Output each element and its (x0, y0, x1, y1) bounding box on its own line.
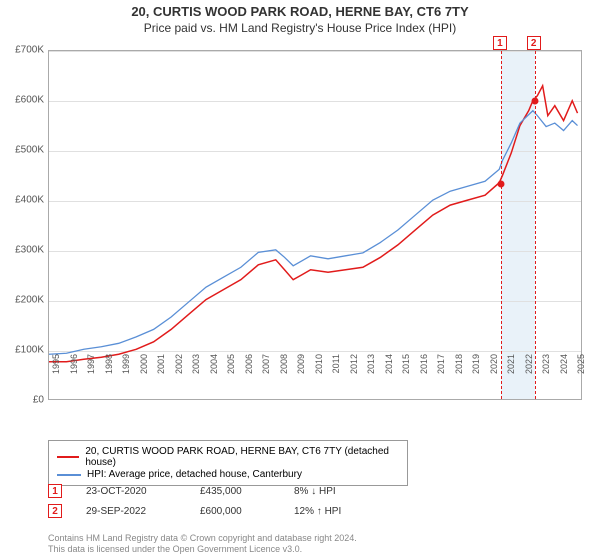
footer-line-2: This data is licensed under the Open Gov… (48, 544, 357, 556)
legend-swatch (57, 474, 81, 476)
x-tick-label: 2002 (174, 354, 184, 404)
sale-row: 1 23-OCT-2020 £435,000 8% ↓ HPI (48, 484, 374, 498)
x-tick-label: 2006 (244, 354, 254, 404)
x-tick-label: 2018 (454, 354, 464, 404)
footer-attribution: Contains HM Land Registry data © Crown c… (48, 533, 357, 556)
legend-box: 20, CURTIS WOOD PARK ROAD, HERNE BAY, CT… (48, 440, 408, 486)
y-tick-label: £600K (4, 95, 44, 106)
sale-row-marker: 2 (48, 504, 62, 518)
x-tick-label: 2001 (156, 354, 166, 404)
y-tick-label: £700K (4, 45, 44, 56)
y-tick-label: £300K (4, 245, 44, 256)
sale-marker-dot (497, 180, 504, 187)
x-tick-label: 2019 (471, 354, 481, 404)
x-tick-label: 2020 (489, 354, 499, 404)
y-tick-label: £0 (4, 395, 44, 406)
y-tick-label: £400K (4, 195, 44, 206)
sale-date: 29-SEP-2022 (86, 506, 176, 517)
legend-label: HPI: Average price, detached house, Cant… (87, 469, 302, 480)
chart-subtitle: Price paid vs. HM Land Registry's House … (0, 21, 600, 35)
sale-marker-box: 2 (527, 36, 541, 50)
sale-delta: 12% ↑ HPI (294, 506, 374, 517)
title-block: 20, CURTIS WOOD PARK ROAD, HERNE BAY, CT… (0, 0, 600, 35)
sale-marker-box: 1 (493, 36, 507, 50)
series-line (49, 86, 578, 362)
legend-swatch (57, 456, 79, 458)
x-tick-label: 1997 (86, 354, 96, 404)
legend-item: 20, CURTIS WOOD PARK ROAD, HERNE BAY, CT… (57, 446, 399, 468)
footer-line-1: Contains HM Land Registry data © Crown c… (48, 533, 357, 545)
x-tick-label: 2003 (191, 354, 201, 404)
x-tick-label: 2015 (401, 354, 411, 404)
x-tick-label: 1995 (51, 354, 61, 404)
x-tick-label: 1996 (69, 354, 79, 404)
x-tick-label: 2007 (261, 354, 271, 404)
x-tick-label: 2000 (139, 354, 149, 404)
x-tick-label: 1999 (121, 354, 131, 404)
x-tick-label: 2011 (331, 354, 341, 404)
x-tick-label: 2014 (384, 354, 394, 404)
sale-date: 23-OCT-2020 (86, 486, 176, 497)
plot-area (48, 50, 582, 400)
y-tick-label: £500K (4, 145, 44, 156)
x-tick-label: 2016 (419, 354, 429, 404)
x-tick-label: 2013 (366, 354, 376, 404)
y-tick-label: £100K (4, 345, 44, 356)
sale-price: £600,000 (200, 506, 270, 517)
y-tick-label: £200K (4, 295, 44, 306)
sale-marker-line (501, 51, 502, 399)
sale-marker-dot (531, 98, 538, 105)
sale-price: £435,000 (200, 486, 270, 497)
x-tick-label: 2005 (226, 354, 236, 404)
x-tick-label: 2022 (524, 354, 534, 404)
x-tick-label: 2009 (296, 354, 306, 404)
x-tick-label: 2023 (541, 354, 551, 404)
x-tick-label: 2017 (436, 354, 446, 404)
x-tick-label: 2021 (506, 354, 516, 404)
legend-label: 20, CURTIS WOOD PARK ROAD, HERNE BAY, CT… (85, 446, 399, 468)
x-tick-label: 2025 (576, 354, 586, 404)
x-tick-label: 1998 (104, 354, 114, 404)
sale-delta: 8% ↓ HPI (294, 486, 374, 497)
x-tick-label: 2004 (209, 354, 219, 404)
chart-title: 20, CURTIS WOOD PARK ROAD, HERNE BAY, CT… (0, 4, 600, 19)
x-tick-label: 2008 (279, 354, 289, 404)
x-tick-label: 2012 (349, 354, 359, 404)
x-tick-label: 2024 (559, 354, 569, 404)
legend-item: HPI: Average price, detached house, Cant… (57, 469, 399, 480)
sale-row-marker: 1 (48, 484, 62, 498)
series-line (49, 111, 578, 355)
sale-row: 2 29-SEP-2022 £600,000 12% ↑ HPI (48, 504, 374, 518)
x-tick-label: 2010 (314, 354, 324, 404)
chart-container: 20, CURTIS WOOD PARK ROAD, HERNE BAY, CT… (0, 0, 600, 560)
